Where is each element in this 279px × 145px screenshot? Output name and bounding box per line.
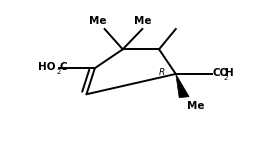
- Text: Me: Me: [134, 16, 151, 26]
- Text: Me: Me: [187, 101, 205, 111]
- Text: HO: HO: [38, 62, 56, 72]
- Text: C: C: [60, 62, 68, 72]
- Text: Me: Me: [90, 16, 107, 26]
- Text: H: H: [225, 68, 234, 78]
- Text: 2: 2: [223, 75, 228, 81]
- Polygon shape: [176, 74, 189, 98]
- Text: CO: CO: [213, 68, 229, 78]
- Text: 2: 2: [56, 69, 61, 76]
- Text: R: R: [158, 68, 165, 77]
